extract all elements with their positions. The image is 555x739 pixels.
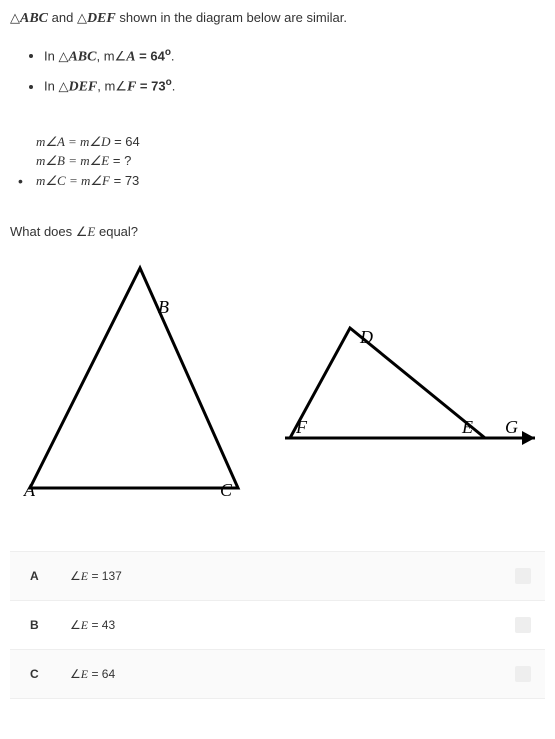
intro-text: △ABC and △DEF shown in the diagram below… xyxy=(10,10,545,27)
answer-text: ∠E = 64 xyxy=(70,667,515,682)
answer-option[interactable]: C∠E = 64 xyxy=(10,649,545,699)
answer-label: A xyxy=(30,569,70,583)
answer-text: ∠E = 43 xyxy=(70,618,515,633)
triangle-abc xyxy=(30,268,238,488)
triangle-def xyxy=(290,328,485,438)
intro-suffix: shown in the diagram below are similar. xyxy=(116,10,347,25)
answer-checkbox[interactable] xyxy=(515,617,531,633)
question-post: equal? xyxy=(95,224,138,239)
intro-mid: and xyxy=(48,10,77,25)
vertex-label-e: E xyxy=(461,417,473,437)
vertex-label-c: C xyxy=(220,480,233,500)
given-item: In △DEF, m∠F = 73o. xyxy=(44,71,545,101)
question-pre: What does ∠ xyxy=(10,224,87,239)
vertex-label-d: D xyxy=(359,327,373,347)
vertex-label-b: B xyxy=(158,297,169,317)
equation-line: m∠A = m∠D = 64 xyxy=(36,132,545,152)
triangle-2-name: DEF xyxy=(87,11,116,26)
equation-line: m∠B = m∠E = ? xyxy=(36,151,545,171)
vertex-label-a: A xyxy=(23,480,36,500)
answer-option[interactable]: A∠E = 137 xyxy=(10,551,545,600)
answer-choices: A∠E = 137B∠E = 43C∠E = 64 xyxy=(10,551,545,699)
answer-text: ∠E = 137 xyxy=(70,569,515,584)
equation-line: m∠C = m∠F = 73 xyxy=(36,171,545,191)
answer-checkbox[interactable] xyxy=(515,666,531,682)
answer-label: B xyxy=(30,618,70,632)
given-item: In △ABC, m∠A = 64o. xyxy=(44,41,545,71)
arrowhead-icon xyxy=(522,431,535,445)
answer-option[interactable]: B∠E = 43 xyxy=(10,600,545,649)
question-text: What does ∠E equal? xyxy=(10,224,545,240)
triangle-symbol: △ xyxy=(10,10,20,25)
triangle-symbol-2: △ xyxy=(77,10,87,25)
triangles-diagram: A B C D E F G xyxy=(10,248,545,518)
answer-label: C xyxy=(30,667,70,681)
triangle-1-name: ABC xyxy=(20,11,48,26)
answer-checkbox[interactable] xyxy=(515,568,531,584)
given-list: In △ABC, m∠A = 64o.In △DEF, m∠F = 73o. xyxy=(10,41,545,102)
vertex-label-f: F xyxy=(295,417,308,437)
equation-block: m∠A = m∠D = 64m∠B = m∠E = ? m∠C = m∠F = … xyxy=(10,132,545,191)
vertex-label-g: G xyxy=(505,417,518,437)
